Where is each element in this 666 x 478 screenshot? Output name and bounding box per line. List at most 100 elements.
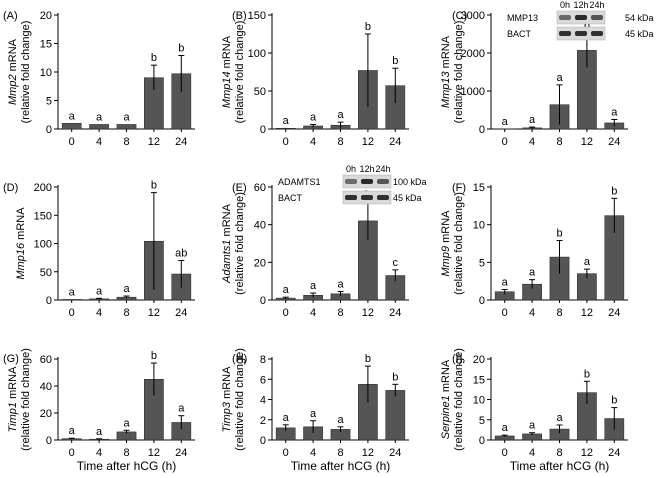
significance-letter: a bbox=[178, 403, 185, 415]
blot-band bbox=[575, 15, 587, 20]
panel-c: (C) 0 1000 2000 3000 a 0 a 4 a 8 b 12 a 24 Mmp13 mRNA (r… bbox=[440, 0, 654, 148]
y-tick-label: 8 bbox=[260, 354, 266, 366]
blot-band bbox=[345, 195, 357, 200]
blot-size-label: 45 kDa bbox=[625, 29, 654, 39]
gene-name: Mmp2 bbox=[7, 74, 19, 105]
x-tick-label: 0 bbox=[69, 136, 75, 148]
y-tick-label: 10 bbox=[40, 67, 52, 79]
blot-size-label: 45 kDa bbox=[393, 193, 422, 203]
x-tick-label: 12 bbox=[148, 136, 160, 148]
blot-band bbox=[361, 179, 373, 184]
gene-name: Serpine1 bbox=[440, 395, 452, 439]
y-tick-label: 20 bbox=[40, 408, 52, 420]
y-axis-label-units: (relative fold change) bbox=[20, 348, 32, 451]
blot-row-label: MMP13 bbox=[507, 13, 538, 23]
x-tick-label: 12 bbox=[148, 447, 160, 459]
significance-letter: b bbox=[151, 180, 157, 192]
y-tick-label: 20 bbox=[254, 257, 266, 269]
x-tick-label: 24 bbox=[608, 447, 620, 459]
x-tick-label: 12 bbox=[362, 307, 374, 319]
y-tick-label: 40 bbox=[254, 220, 266, 232]
blot-row-label: ADAMTS1 bbox=[278, 177, 321, 187]
blot-lane-label: 24h bbox=[375, 164, 390, 174]
significance-letter: a bbox=[337, 414, 344, 426]
y-axis-label-units: (relative fold change) bbox=[453, 348, 465, 451]
y-tick-label: 15 bbox=[473, 182, 485, 194]
significance-letter: b bbox=[392, 55, 398, 67]
significance-letter: a bbox=[502, 422, 509, 434]
significance-letter: b bbox=[365, 21, 371, 33]
x-axis-title: Time after hCG (h) bbox=[510, 459, 610, 473]
panel-i: (I) 0 5 10 15 20 a 0 a 4 a 8 b 12 b 24 Serpine1 mRNA (rel… bbox=[440, 348, 628, 473]
gene-name: Mmp9 bbox=[440, 246, 452, 277]
x-tick-label: 12 bbox=[581, 307, 593, 319]
y-tick-label: 40 bbox=[40, 381, 52, 393]
significance-letter: b bbox=[151, 350, 157, 362]
blot-band bbox=[377, 179, 389, 184]
y-tick-label: 4 bbox=[260, 395, 266, 407]
y-tick-label: 3000 bbox=[461, 10, 485, 22]
y-axis-label-units: (relative fold change) bbox=[453, 21, 465, 124]
significance-letter: a bbox=[283, 284, 290, 296]
x-tick-label: 24 bbox=[389, 307, 401, 319]
bar bbox=[116, 124, 137, 130]
panel-label: (C) bbox=[452, 10, 467, 22]
significance-letter: a bbox=[337, 279, 344, 291]
x-tick-label: 8 bbox=[123, 136, 129, 148]
significance-letter: a bbox=[310, 280, 317, 292]
blot-band bbox=[377, 195, 389, 200]
y-axis-label: Mmp9 mRNA bbox=[440, 210, 452, 277]
y-axis-label-suffix: mRNA bbox=[221, 366, 233, 402]
x-tick-label: 0 bbox=[502, 136, 508, 148]
significance-letter: a bbox=[69, 110, 76, 122]
y-tick-label: 5 bbox=[46, 96, 52, 108]
blot-lane-label: 12h bbox=[573, 0, 588, 10]
panel-label: (F) bbox=[452, 182, 466, 194]
panel-label: (I) bbox=[452, 353, 462, 365]
significance-letter: b bbox=[178, 42, 184, 54]
x-axis-title: Time after hCG (h) bbox=[77, 459, 177, 473]
x-tick-label: 4 bbox=[96, 447, 102, 459]
blot-band bbox=[575, 31, 587, 36]
western-blot-inset: 0h 12h 24h ADAMTS1 100 kDa BACT 45 kDa bbox=[278, 164, 427, 205]
panel-a: (A) 0 5 10 15 20 a 0 a 4 a 8 b 12 b 24 Mmp2 mRNA (relativ… bbox=[3, 10, 195, 148]
x-tick-label: 4 bbox=[529, 307, 535, 319]
y-axis-label-units: (relative fold change) bbox=[234, 348, 246, 451]
x-tick-label: 24 bbox=[175, 307, 187, 319]
significance-letter: a bbox=[502, 116, 509, 128]
y-tick-label: 0 bbox=[46, 435, 52, 447]
x-tick-label: 0 bbox=[283, 447, 289, 459]
significance-letter: ab bbox=[175, 247, 187, 259]
x-tick-label: 12 bbox=[581, 136, 593, 148]
significance-letter: b bbox=[151, 52, 157, 64]
x-tick-label: 0 bbox=[69, 307, 75, 319]
y-axis-label-units: (relative fold change) bbox=[234, 192, 246, 295]
x-tick-label: 8 bbox=[123, 307, 129, 319]
blot-lane-label: 0h bbox=[346, 164, 356, 174]
y-tick-label: 5 bbox=[479, 415, 485, 427]
x-tick-label: 4 bbox=[310, 136, 316, 148]
blot-band bbox=[361, 195, 373, 200]
blot-size-label: 54 kDa bbox=[625, 13, 654, 23]
x-tick-label: 4 bbox=[96, 136, 102, 148]
significance-letter: a bbox=[123, 111, 130, 123]
blot-band bbox=[559, 31, 571, 36]
x-tick-label: 0 bbox=[502, 447, 508, 459]
panel-g: (G) 0 20 40 60 a 0 a 4 a 8 b 12 a 24 Timp1 mRNA (relativ… bbox=[3, 348, 195, 473]
y-axis-label: Timp3 mRNA bbox=[221, 366, 233, 433]
y-tick-label: 100 bbox=[248, 48, 266, 60]
significance-letter: a bbox=[529, 114, 536, 126]
x-tick-label: 4 bbox=[96, 307, 102, 319]
significance-letter: a bbox=[69, 425, 76, 437]
significance-letter: a bbox=[611, 107, 618, 119]
y-tick-label: 0 bbox=[260, 295, 266, 307]
y-tick-label: 20 bbox=[40, 10, 52, 22]
bar bbox=[61, 299, 82, 301]
blot-band bbox=[345, 179, 357, 184]
panel-d: (D) 0 50 100 150 200 a 0 a 4 a 8 b 12 ab 24 Mmp16 mRNA bbox=[3, 180, 195, 319]
y-axis-label-units: (relative fold change) bbox=[234, 21, 246, 124]
y-tick-label: 0 bbox=[260, 124, 266, 136]
significance-letter: a bbox=[556, 72, 563, 84]
